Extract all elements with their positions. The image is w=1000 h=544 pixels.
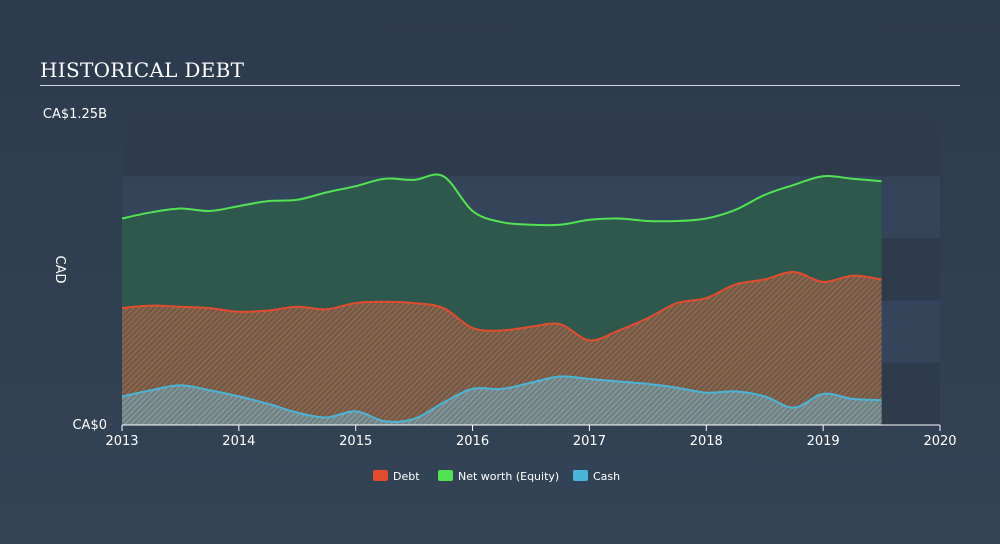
legend-label: Cash	[593, 470, 620, 483]
x-tick-label: 2015	[339, 434, 372, 449]
legend-swatch	[438, 470, 453, 481]
legend-label: Net worth (Equity)	[458, 470, 559, 483]
y-tick-label: CA$0	[72, 418, 107, 433]
cash-line	[121, 375, 882, 423]
x-tick-label: 2014	[222, 434, 255, 449]
y-tick-label: CA$1.25B	[43, 107, 107, 122]
legend-swatch	[573, 470, 588, 481]
x-tick-label: 2020	[923, 434, 956, 449]
legend-swatch	[373, 470, 388, 481]
y-axis-label: CAD	[52, 256, 67, 284]
debt-line	[121, 270, 882, 342]
x-tick-label: 2018	[690, 434, 723, 449]
title-divider	[40, 85, 960, 86]
area-layer	[122, 174, 882, 425]
x-tick-label: 2013	[105, 434, 138, 449]
x-tick-label: 2016	[456, 434, 489, 449]
equity-line	[121, 173, 882, 227]
cash-area	[122, 376, 882, 425]
legend: Debt Net worth (Equity) Cash	[373, 470, 620, 483]
legend-label: Debt	[393, 470, 420, 483]
x-tick-label: 2019	[807, 434, 840, 449]
chart-title: HISTORICAL DEBT	[40, 58, 245, 82]
line-layer	[121, 173, 882, 423]
debt-area	[122, 271, 882, 425]
axes: 2013 2014 2015 2016 2017 2018 2019 2020 CA$0 CA$1…	[43, 107, 957, 449]
x-tick-label: 2017	[573, 434, 606, 449]
grid-band	[122, 114, 940, 177]
